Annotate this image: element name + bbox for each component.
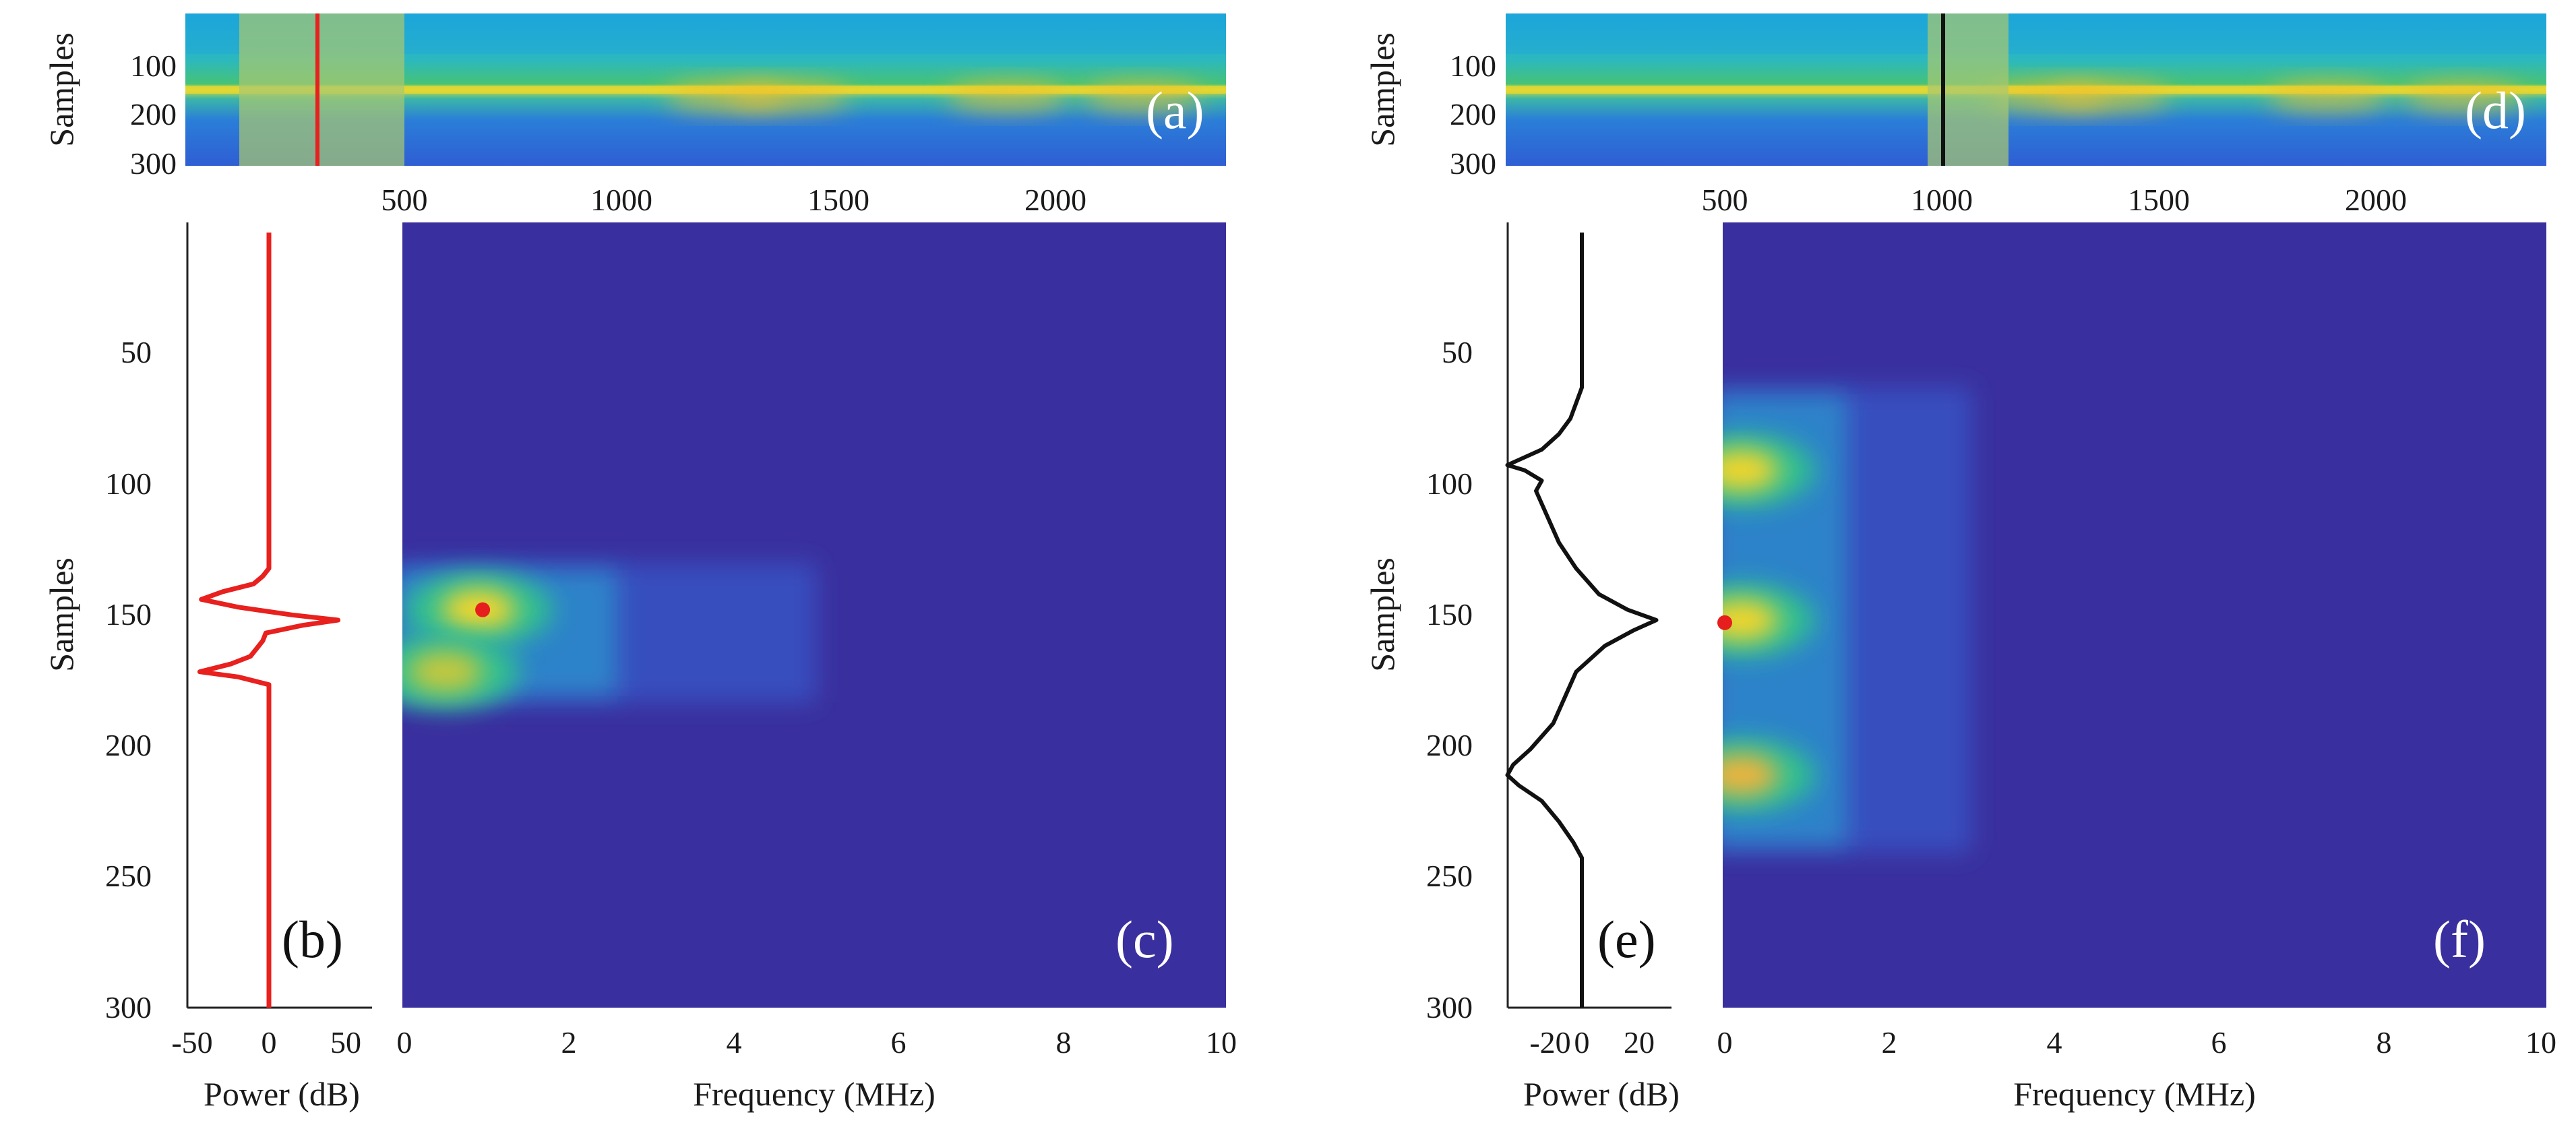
trace-panel-b: (b) -50 0 50 Power (dB): [171, 222, 372, 1113]
y-tick-label: 200: [105, 728, 152, 762]
y-tick-label: 100: [105, 466, 152, 501]
trace-e-line: [1505, 233, 1659, 1008]
bscan-a-texture: [185, 13, 1226, 111]
trace-e-xlabel: Power (dB): [1523, 1075, 1680, 1113]
spectrogram-hot-spot: [1723, 600, 1779, 640]
y-tick-label: 50: [1442, 335, 1473, 369]
y-tick-label: 300: [1426, 990, 1473, 1025]
x-tick-label: 0: [1717, 1025, 1733, 1060]
bscan-a-highlight-window: [239, 13, 404, 166]
x-tick-label: 8: [2376, 1025, 2392, 1060]
bscan-bright-patch: [2402, 82, 2524, 111]
spectrogram-f-energy: [1723, 388, 1972, 853]
y-tick-label: 200: [1450, 97, 1496, 131]
bscan-bright-patch: [946, 82, 1068, 111]
y-tick-label: 100: [1426, 466, 1473, 501]
spectrogram-f-ylabel: Samples: [1363, 557, 1401, 671]
x-tick-label: 50: [330, 1025, 361, 1060]
spectrogram-c-xlabel: Frequency (MHz): [693, 1075, 936, 1113]
x-tick-label: 1500: [2128, 183, 2190, 217]
spectrogram-hot-spot: [1723, 450, 1779, 491]
spectrogram-f-peak-marker: [1717, 615, 1732, 630]
y-tick-label: 50: [121, 335, 152, 369]
bscan-d-y-tick-labels: 100 200 300: [1450, 49, 1496, 181]
panel-label-f: (f): [2433, 910, 2486, 969]
bscan-panel-d: (d) Samples 100 200 300 500 1000 1500 20…: [1363, 13, 2546, 217]
bscan-bright-patch: [2267, 82, 2389, 111]
y-tick-label: 100: [1450, 49, 1496, 83]
bscan-d-x-tick-labels: 500 1000 1500 2000: [1702, 183, 2408, 217]
x-tick-label: 0: [1574, 1025, 1590, 1060]
panel-label-c: (c): [1115, 910, 1174, 969]
panel-label-e: (e): [1597, 910, 1656, 969]
spectrogram-panel-c: (c) Samples 50 100 150 200 250 300 0 2 4…: [42, 222, 1237, 1113]
x-tick-label: 4: [2047, 1025, 2062, 1060]
spectrogram-f-blobs: [1723, 388, 1972, 853]
y-tick-label: 200: [130, 97, 177, 131]
x-tick-label: 6: [891, 1025, 907, 1060]
y-tick-label: 300: [105, 990, 152, 1025]
trace-e-x-tick-labels: -20 0 20: [1529, 1025, 1655, 1060]
y-tick-label: 250: [105, 859, 152, 893]
y-tick-label: 150: [105, 597, 152, 632]
spectrogram-c-peak-marker: [475, 602, 491, 617]
spectrogram-f-x-tick-labels: 0 2 4 6 8 10: [1717, 1025, 2557, 1060]
y-tick-label: 300: [130, 146, 177, 181]
bscan-bright-patch: [1082, 82, 1204, 111]
bscan-a-y-tick-labels: 100 200 300: [130, 49, 177, 181]
panel-label-a: (a): [1146, 81, 1204, 140]
spectrogram-panel-f: (f) Samples 50 100 150 200 250 300 0 2 4…: [1363, 222, 2556, 1113]
x-tick-label: -20: [1529, 1025, 1570, 1060]
spectrogram-hot-spot: [408, 651, 483, 692]
y-tick-label: 100: [130, 49, 177, 83]
x-tick-label: 2000: [2345, 183, 2407, 217]
spectrogram-c-ylabel: Samples: [42, 557, 80, 671]
trace-b-x-tick-labels: -50 0 50: [171, 1025, 361, 1060]
bscan-bright-patch: [728, 82, 850, 111]
bscan-bright-patch: [2048, 82, 2170, 111]
bscan-a-ylabel: Samples: [42, 32, 80, 146]
x-tick-label: 1000: [1911, 183, 1973, 217]
x-tick-label: 20: [1624, 1025, 1655, 1060]
x-tick-label: 500: [381, 183, 428, 217]
spectrogram-hot-spot: [1723, 755, 1779, 795]
x-tick-label: 10: [1206, 1025, 1237, 1060]
bscan-a-x-tick-labels: 500 1000 1500 2000: [381, 183, 1087, 217]
spectrogram-f-y-tick-labels: 50 100 150 200 250 300: [1426, 335, 1473, 1025]
y-tick-label: 200: [1426, 728, 1473, 762]
x-tick-label: 2000: [1024, 183, 1086, 217]
y-tick-label: 300: [1450, 146, 1496, 181]
x-tick-label: -50: [171, 1025, 212, 1060]
y-tick-label: 150: [1426, 597, 1473, 632]
x-tick-label: 1500: [807, 183, 869, 217]
x-tick-label: 500: [1702, 183, 1748, 217]
y-tick-label: 250: [1426, 859, 1473, 893]
trace-panel-e: (e) -20 0 20 Power (dB): [1505, 222, 1680, 1113]
spectrogram-c-y-tick-labels: 50 100 150 200 250 300: [105, 335, 152, 1025]
panel-label-b: (b): [282, 910, 343, 969]
trace-b-line: [197, 233, 341, 1008]
bscan-panel-a: (a) Samples 100 200 300 500 1000 1500 20…: [42, 13, 1226, 217]
spectrogram-f-xlabel: Frequency (MHz): [2013, 1075, 2256, 1113]
bscan-d-ylabel: Samples: [1363, 32, 1401, 146]
x-tick-label: 0: [262, 1025, 277, 1060]
trace-b-xlabel: Power (dB): [204, 1075, 360, 1113]
x-tick-label: 6: [2211, 1025, 2227, 1060]
bscan-d-texture: [1506, 13, 2546, 111]
spectrogram-c-x-tick-labels: 0 2 4 6 8 10: [397, 1025, 1237, 1060]
bscan-top-layer: [1506, 13, 2546, 54]
bscan-d-highlight-window: [1928, 13, 2008, 166]
x-tick-label: 4: [727, 1025, 742, 1060]
x-tick-label: 2: [1882, 1025, 1897, 1060]
x-tick-label: 2: [561, 1025, 577, 1060]
spectrogram-c-energy: [402, 563, 816, 709]
spectrogram-c-blobs: [402, 563, 816, 709]
x-tick-label: 1000: [590, 183, 652, 217]
x-tick-label: 0: [397, 1025, 412, 1060]
x-tick-label: 10: [2525, 1025, 2556, 1060]
panel-label-d: (d): [2465, 81, 2526, 140]
x-tick-label: 8: [1056, 1025, 1072, 1060]
